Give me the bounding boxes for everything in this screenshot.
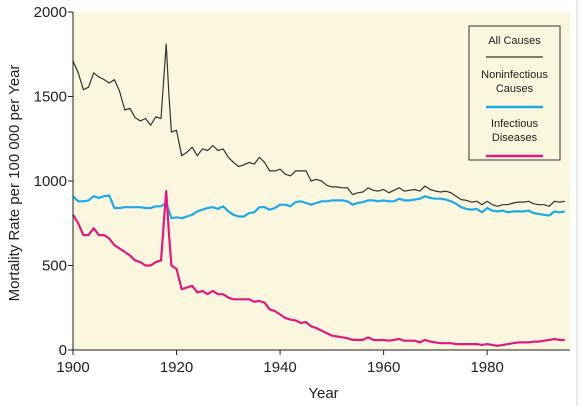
legend-label: Noninfectious (481, 69, 548, 81)
series-layer (72, 43, 565, 347)
y-tick-label: 2000 (34, 4, 67, 21)
y-tick-label: 0 (59, 342, 67, 359)
series-line-all-causes (72, 43, 565, 207)
y-axis-title: Mortality Rate per 100 000 per Year (6, 65, 23, 302)
series-line-noninfectious (72, 194, 565, 220)
y-tick-label: 500 (42, 258, 67, 275)
x-axis-title: Year (308, 385, 338, 402)
y-tick-label: 1000 (34, 173, 67, 190)
x-tick-label: 1920 (160, 359, 193, 376)
legend: All Causes Noninfectious Causes Infectious D… (468, 25, 561, 161)
series-line-infectious (72, 190, 565, 347)
x-tick-label: 1980 (470, 359, 503, 376)
legend-box (468, 25, 561, 161)
legend-label: Causes (496, 83, 534, 95)
x-tick-label: 1960 (367, 359, 400, 376)
legend-label: Diseases (492, 132, 538, 144)
y-tick-label: 1500 (34, 89, 67, 106)
legend-label: All Causes (488, 35, 541, 47)
legend-label: Infectious (491, 118, 539, 130)
x-tick-label: 1900 (56, 359, 89, 376)
axes-layer: 0 500 1000 1500 2000 1900 1920 1940 1960 1980 (34, 4, 570, 376)
x-tick-label: 1940 (263, 359, 296, 376)
